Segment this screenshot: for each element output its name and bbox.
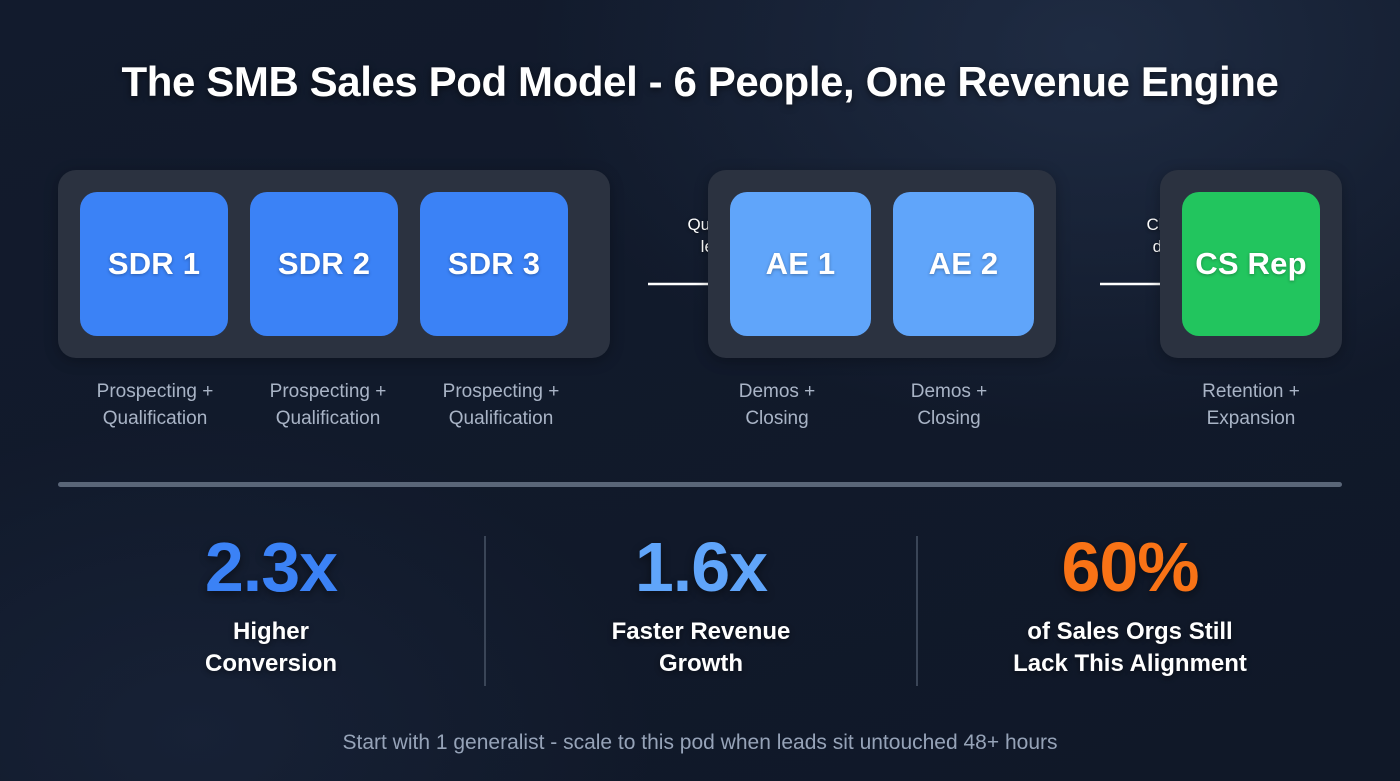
person-card-sdr-1[interactable]: SDR 1 [80, 192, 228, 336]
caption-line-2: Expansion [1206, 408, 1296, 429]
stat-lack-alignment: 60% of Sales Orgs Still Lack This Alignm… [918, 528, 1342, 680]
person-card-ae-2[interactable]: AE 2 [893, 192, 1034, 336]
person-card-ae-1[interactable]: AE 1 [730, 192, 871, 336]
person-card-cs-rep[interactable]: CS Rep [1182, 192, 1320, 336]
stat-higher-conversion: 2.3x Higher Conversion [58, 528, 484, 680]
stat-value: 2.3x [204, 528, 338, 606]
stat-label-line-2: Conversion [204, 650, 338, 677]
page-title: The SMB Sales Pod Model - 6 People, One … [121, 58, 1279, 105]
role-captions: Prospecting + Qualification Prospecting … [58, 378, 1342, 436]
caption-line-1: Demos + [910, 381, 988, 402]
caption-sdr-2: Prospecting + Qualification [231, 378, 425, 432]
caption-line-2: Qualification [275, 408, 381, 429]
caption-sdr-1: Prospecting + Qualification [58, 378, 252, 432]
section-divider [58, 482, 1342, 487]
caption-ae-2: Demos + Closing [873, 378, 1025, 432]
caption-line-1: Prospecting + [269, 381, 387, 402]
stat-label-line-1: Higher [232, 618, 309, 645]
stat-separator-1 [484, 536, 486, 686]
cs-group-container: CS Rep [1160, 170, 1342, 358]
stats-row: 2.3x Higher Conversion 1.6x Faster Reven… [58, 528, 1342, 693]
stat-label-line-1: Faster Revenue [611, 618, 791, 645]
caption-line-2: Closing [917, 408, 981, 429]
caption-line-2: Closing [745, 408, 809, 429]
sales-pod-flow-diagram: SDR 1 SDR 2 SDR 3 Qualified leads AE 1 A… [58, 170, 1342, 358]
caption-line-1: Retention + [1202, 381, 1300, 402]
stat-separator-2 [916, 536, 918, 686]
stat-label: Faster Revenue Growth [486, 616, 916, 680]
stat-label: Higher Conversion [58, 616, 484, 680]
sdr-group-container: SDR 1 SDR 2 SDR 3 [58, 170, 610, 358]
stat-label-line-2: Lack This Alignment [1013, 650, 1247, 677]
stat-label-line-2: Growth [659, 650, 743, 677]
stat-value: 1.6x [634, 528, 768, 606]
person-card-sdr-3[interactable]: SDR 3 [420, 192, 568, 336]
caption-line-1: Prospecting + [442, 381, 560, 402]
stat-label-line-1: of Sales Orgs Still [1027, 618, 1233, 645]
caption-line-1: Demos + [738, 381, 816, 402]
caption-line-1: Prospecting + [96, 381, 214, 402]
caption-sdr-3: Prospecting + Qualification [404, 378, 598, 432]
stat-value: 60% [1061, 528, 1199, 606]
stat-label: of Sales Orgs Still Lack This Alignment [918, 616, 1342, 680]
footer-note: Start with 1 generalist - scale to this … [342, 731, 1058, 754]
caption-cs-rep: Retention + Expansion [1154, 378, 1348, 432]
caption-line-2: Qualification [448, 408, 554, 429]
caption-ae-1: Demos + Closing [701, 378, 853, 432]
ae-group-container: AE 1 AE 2 [708, 170, 1056, 358]
stat-faster-revenue-growth: 1.6x Faster Revenue Growth [486, 528, 916, 680]
caption-line-2: Qualification [102, 408, 208, 429]
person-card-sdr-2[interactable]: SDR 2 [250, 192, 398, 336]
